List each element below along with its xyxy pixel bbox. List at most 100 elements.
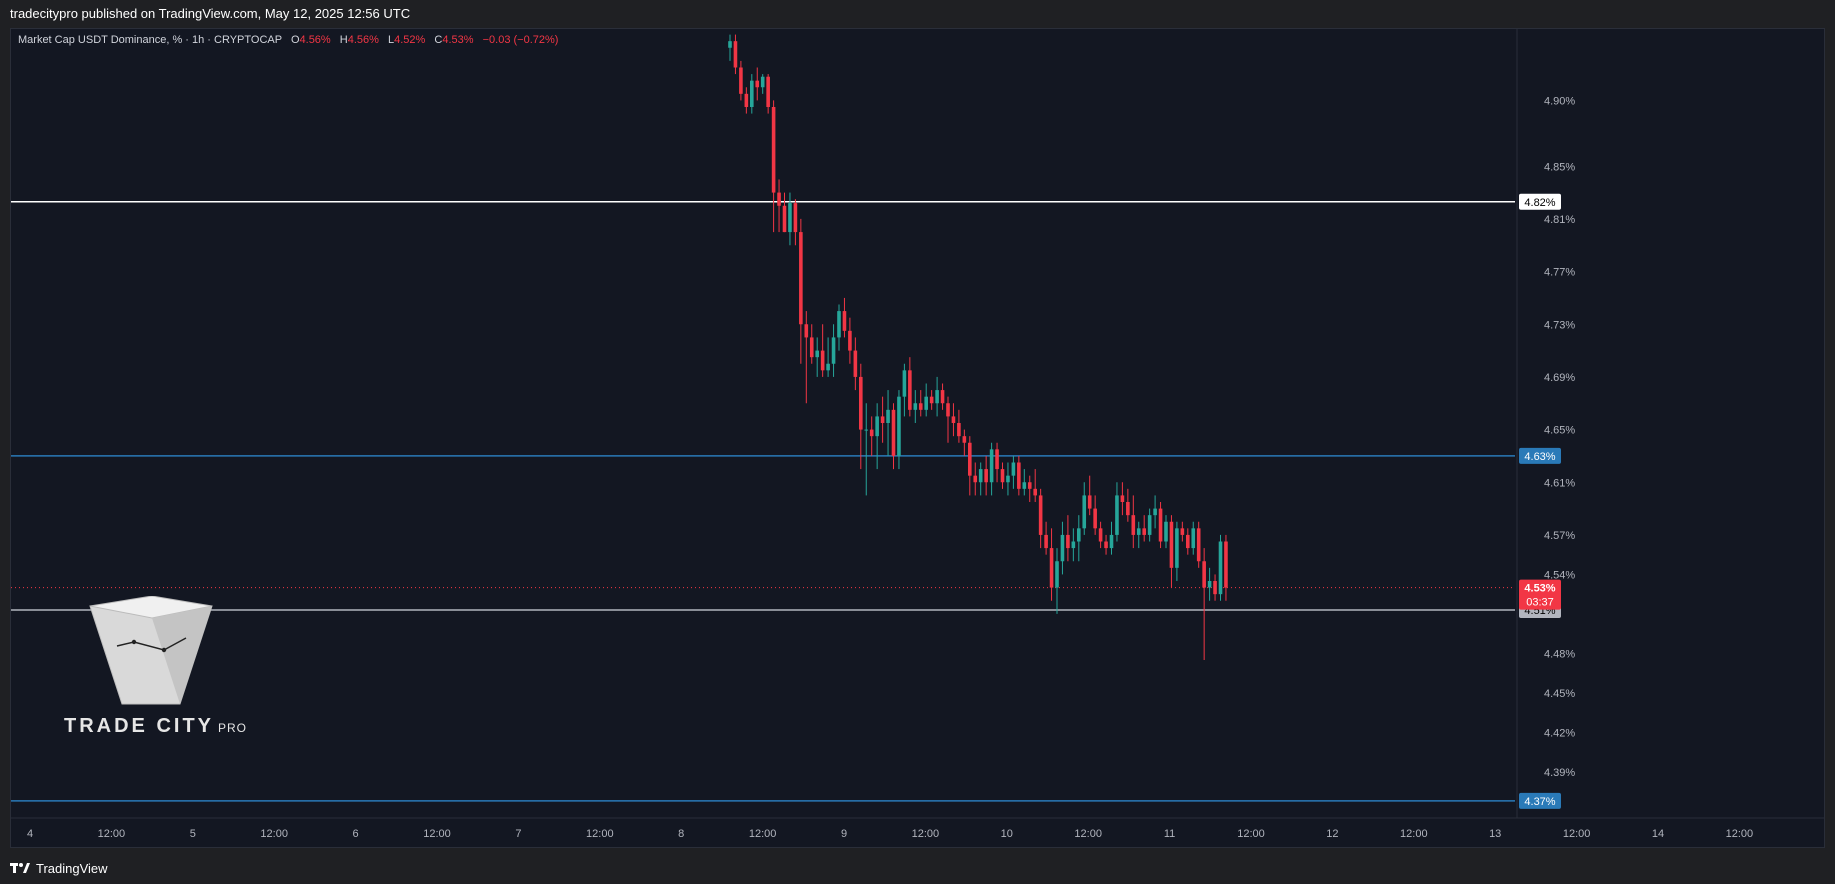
candle (853, 337, 858, 391)
candle (1077, 515, 1081, 562)
candle (968, 436, 972, 496)
candle-body (1218, 541, 1223, 595)
candle-body (782, 205, 787, 233)
candle-body (1082, 495, 1087, 529)
x-tick-label: 12:00 (1563, 828, 1591, 840)
brand-wordmark: TRADE CITY PRO (64, 715, 247, 738)
candle (777, 179, 781, 233)
candle-body (1066, 534, 1070, 549)
level-price-label: 4.63% (1524, 451, 1555, 463)
y-tick-label: 4.57% (1544, 530, 1575, 542)
y-tick-label: 4.73% (1544, 319, 1575, 331)
candle-body (809, 337, 814, 358)
candle-body (1180, 528, 1185, 535)
x-tick-label: 12:00 (1400, 828, 1428, 840)
candle-body (1038, 495, 1043, 535)
candle-body (1044, 534, 1048, 549)
candle-body (1158, 508, 1163, 542)
candle (1033, 469, 1037, 502)
candle (1000, 462, 1005, 489)
y-tick-label: 4.48% (1544, 648, 1575, 660)
candle (1126, 488, 1130, 522)
horizontal-levels: 4.82%4.63%4.51%4.37%4.53%03:37 (11, 193, 1561, 809)
candle (897, 390, 901, 470)
candle (1055, 548, 1059, 614)
tradingview-logo-text[interactable]: TradingView (36, 860, 108, 876)
candle-body (891, 409, 896, 456)
candle-body (826, 363, 830, 371)
candle-body (929, 396, 934, 404)
candle-body (973, 475, 978, 483)
level-price-tag (1519, 447, 1561, 464)
x-tick-label: 8 (678, 828, 684, 840)
candle-body (1017, 462, 1021, 489)
candle (1142, 515, 1146, 542)
candle-body (1077, 528, 1081, 542)
candle-body (1142, 528, 1146, 535)
plot-background (11, 29, 1515, 818)
candle-body (913, 403, 918, 410)
candle (815, 337, 819, 377)
candle (951, 403, 956, 437)
symbol-legend: Market Cap USDT Dominance, % · 1h · CRYP… (18, 34, 558, 46)
candle-body (951, 416, 956, 423)
candle-body (1169, 521, 1174, 568)
candle-body (788, 203, 792, 233)
candle-body (1093, 508, 1097, 529)
candle-body (1060, 534, 1065, 562)
candle (886, 390, 890, 456)
candle (1027, 475, 1032, 502)
candle-body (820, 350, 825, 371)
close-value: 4.53% (442, 34, 474, 46)
countdown-label: 03:37 (1526, 597, 1554, 609)
candle (804, 311, 809, 404)
candle-body (799, 232, 803, 325)
x-tick-label: 12:00 (1726, 828, 1754, 840)
x-tick-label: 5 (190, 828, 196, 840)
candle-body (1055, 561, 1059, 588)
x-tick-label: 12 (1326, 828, 1338, 840)
x-tick-label: 12:00 (749, 828, 777, 840)
y-tick-label: 4.69% (1544, 372, 1575, 384)
candle-body (1224, 541, 1228, 588)
candle (848, 317, 852, 364)
symbol-info: Market Cap USDT Dominance, % · 1h · CRYP… (18, 34, 282, 46)
candle (766, 74, 770, 114)
x-axis: 4 12:00 5 12:00 6 12:00 7 12:00 8 12:00 9 12:00 10 12… (27, 828, 1753, 840)
candle (1066, 515, 1070, 562)
candle (760, 74, 765, 94)
level-price-label: 4.82% (1524, 197, 1555, 209)
candle-body (869, 429, 874, 437)
candle (1158, 502, 1163, 549)
x-tick-label: 11 (1164, 828, 1175, 840)
candle (1011, 455, 1016, 489)
candle (782, 192, 787, 233)
candle (984, 455, 988, 496)
candle-body (1022, 482, 1027, 489)
candle-body (842, 311, 847, 331)
publication-header: tradecitypro published on TradingView.co… (0, 0, 1835, 28)
candle (880, 396, 885, 443)
tradingview-logo-icon[interactable] (10, 861, 30, 875)
candle (1207, 567, 1212, 601)
candle (1218, 534, 1223, 601)
candle (935, 376, 939, 417)
candle-body (815, 350, 819, 358)
candle (809, 324, 814, 364)
candle (1120, 482, 1125, 516)
candle (989, 442, 994, 496)
footer-bar: TradingView (0, 852, 1835, 884)
candle-body (978, 469, 983, 483)
candle-body (902, 370, 907, 397)
candle-body (1098, 528, 1103, 542)
candle-body (750, 80, 754, 107)
x-tick-label: 12:00 (260, 828, 288, 840)
candle-body (793, 203, 798, 233)
candle (799, 218, 803, 364)
candle-body (962, 436, 967, 443)
candle (1213, 574, 1217, 601)
candle-body (1164, 521, 1168, 542)
candle-body (1027, 482, 1032, 489)
candle-body (1131, 515, 1136, 535)
